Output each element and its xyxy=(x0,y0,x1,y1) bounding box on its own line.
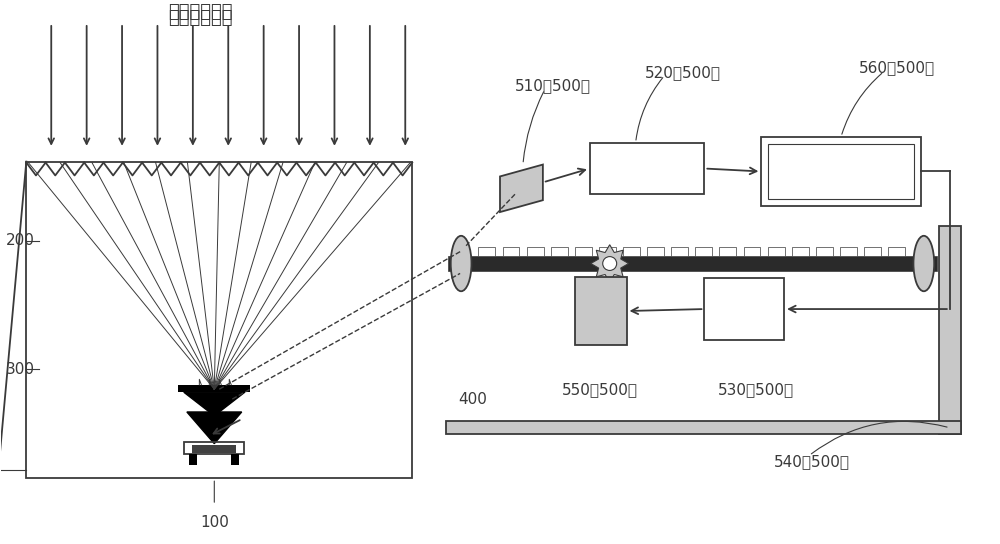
Bar xyxy=(446,421,961,434)
Bar xyxy=(478,247,495,256)
Text: 100: 100 xyxy=(200,515,229,530)
Text: 540（500）: 540（500） xyxy=(774,454,850,469)
Bar xyxy=(671,247,688,256)
Bar xyxy=(551,247,568,256)
Text: 300: 300 xyxy=(5,362,34,377)
Bar xyxy=(184,442,244,454)
Bar xyxy=(744,247,760,256)
Bar xyxy=(840,247,857,256)
Bar xyxy=(864,247,881,256)
Bar xyxy=(761,137,921,206)
Bar xyxy=(26,162,412,478)
Bar xyxy=(816,247,833,256)
Bar xyxy=(704,279,784,340)
Text: 太阳入射光线: 太阳入射光线 xyxy=(169,9,233,27)
Text: 200: 200 xyxy=(5,233,34,248)
Bar xyxy=(448,256,937,271)
Bar xyxy=(503,247,519,256)
Polygon shape xyxy=(500,164,543,212)
Polygon shape xyxy=(184,392,245,412)
Bar xyxy=(575,247,592,256)
Bar xyxy=(719,247,736,256)
Bar xyxy=(527,247,544,256)
Bar xyxy=(599,247,616,256)
Circle shape xyxy=(603,257,617,270)
Bar xyxy=(768,144,914,199)
Text: 510（500）: 510（500） xyxy=(515,78,591,93)
Bar xyxy=(623,247,640,256)
Bar xyxy=(939,226,961,434)
Bar xyxy=(792,247,809,256)
Bar xyxy=(178,385,250,392)
Bar xyxy=(231,454,239,466)
Text: 520（500）: 520（500） xyxy=(645,65,721,80)
Bar xyxy=(695,247,712,256)
Bar xyxy=(189,454,197,466)
Text: 太阳入射光线: 太阳入射光线 xyxy=(169,3,233,21)
Bar xyxy=(647,247,664,256)
Text: 550（500）: 550（500） xyxy=(562,382,638,397)
Polygon shape xyxy=(591,245,629,282)
Bar xyxy=(590,143,704,194)
Bar xyxy=(888,247,905,256)
Bar xyxy=(192,444,236,453)
Bar xyxy=(768,247,785,256)
Bar xyxy=(575,277,627,345)
Text: 530（500）: 530（500） xyxy=(717,382,794,397)
Polygon shape xyxy=(187,412,242,444)
Ellipse shape xyxy=(451,236,471,291)
Ellipse shape xyxy=(913,236,934,291)
Text: 560（500）: 560（500） xyxy=(859,60,935,75)
Text: 400: 400 xyxy=(458,392,487,406)
